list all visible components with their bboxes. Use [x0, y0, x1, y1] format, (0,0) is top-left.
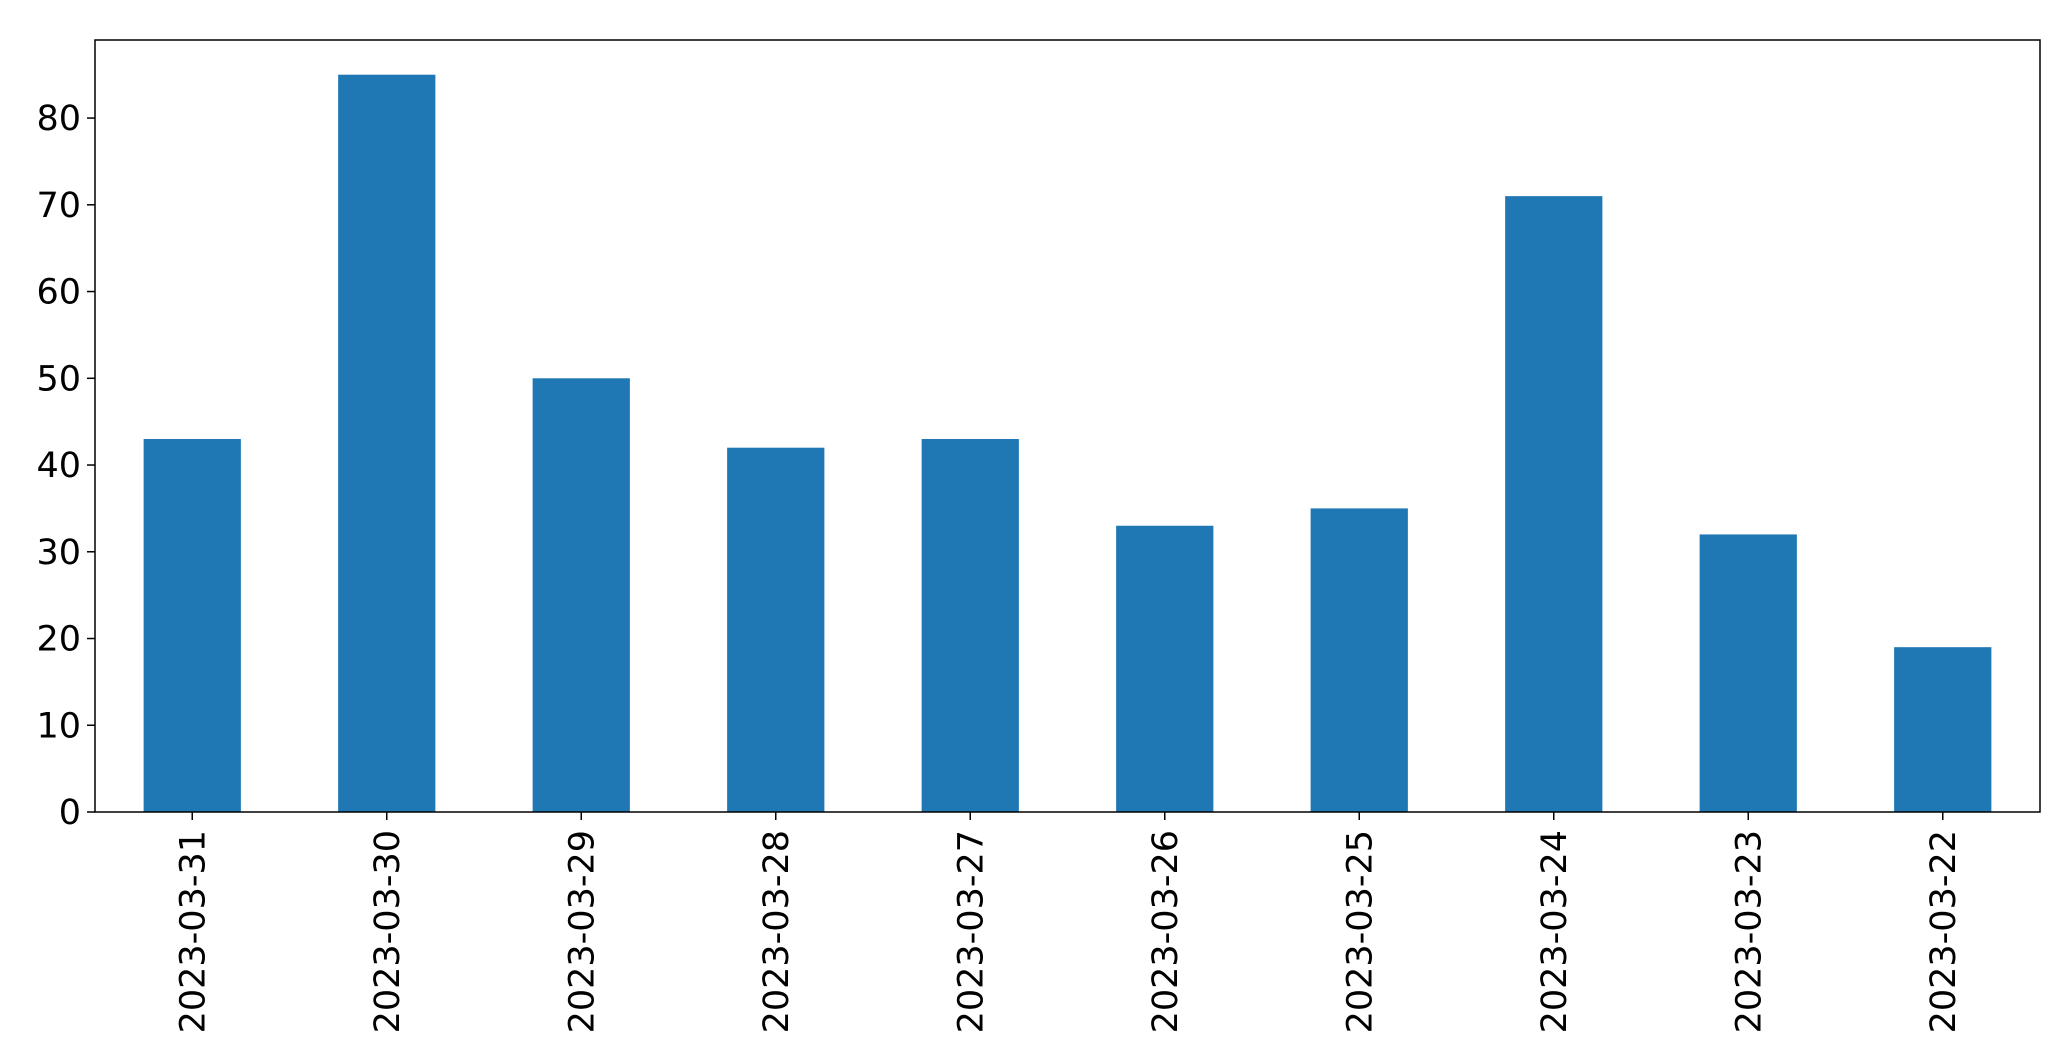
- bar-2023-03-23: [1699, 534, 1797, 812]
- y-tick-label-0: 0: [59, 793, 81, 833]
- bar-2023-03-28: [727, 447, 825, 812]
- bar-2023-03-27: [921, 439, 1019, 812]
- x-tick-label-2023-03-25: 2023-03-25: [1340, 830, 1380, 1033]
- x-tick-label-2023-03-29: 2023-03-29: [562, 830, 602, 1033]
- y-tick-label-70: 70: [36, 186, 81, 226]
- x-axis-ticks: 2023-03-31 2023-03-30 2023-03-29 2023-03-28…: [173, 812, 1964, 1033]
- y-tick-label-20: 20: [36, 620, 81, 660]
- y-tick-label-60: 60: [36, 273, 81, 313]
- y-axis-ticks: 0 10 20 30 40 50 60 70 80: [36, 99, 95, 833]
- x-tick-label-2023-03-28: 2023-03-28: [757, 830, 797, 1033]
- bar-2023-03-30: [338, 74, 436, 812]
- y-tick-label-30: 30: [36, 533, 81, 573]
- y-tick-label-80: 80: [36, 99, 81, 139]
- x-tick-label-2023-03-23: 2023-03-23: [1729, 830, 1769, 1033]
- x-tick-label-2023-03-31: 2023-03-31: [173, 830, 213, 1033]
- bar-2023-03-25: [1310, 508, 1408, 812]
- y-tick-label-10: 10: [36, 706, 81, 746]
- x-tick-label-2023-03-26: 2023-03-26: [1146, 830, 1186, 1033]
- x-tick-label-2023-03-30: 2023-03-30: [368, 830, 408, 1033]
- bar-2023-03-24: [1505, 196, 1603, 812]
- x-tick-label-2023-03-27: 2023-03-27: [951, 830, 991, 1033]
- y-tick-label-50: 50: [36, 359, 81, 399]
- bar-2023-03-26: [1116, 525, 1214, 812]
- x-tick-label-2023-03-22: 2023-03-22: [1924, 830, 1964, 1033]
- plot-frame: [94, 39, 2041, 813]
- bars-layer: [143, 74, 1992, 812]
- y-tick-label-40: 40: [36, 446, 81, 486]
- x-tick-label-2023-03-24: 2023-03-24: [1535, 830, 1575, 1033]
- bar-2023-03-31: [143, 439, 241, 812]
- bar-2023-03-29: [532, 378, 630, 812]
- bar-2023-03-22: [1894, 647, 1992, 812]
